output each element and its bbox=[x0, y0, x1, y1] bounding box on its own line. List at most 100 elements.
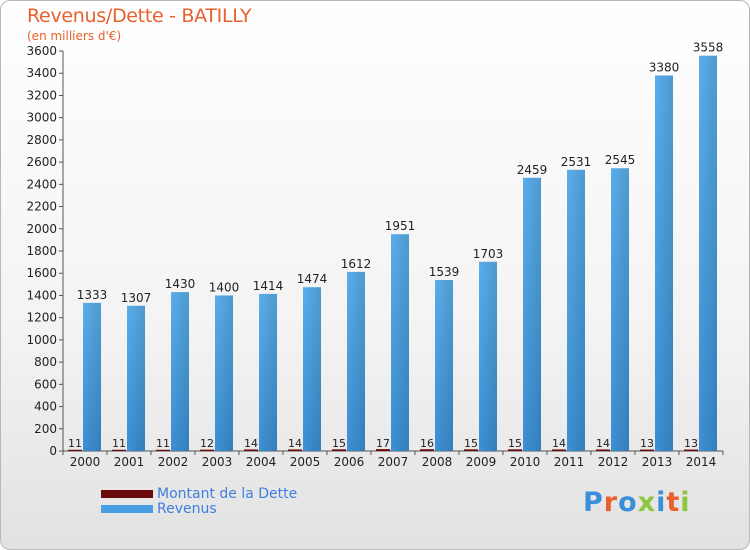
data-label-revenus: 2545 bbox=[605, 153, 636, 167]
x-tick-label: 2002 bbox=[158, 455, 189, 469]
y-tick-label: 3600 bbox=[26, 44, 57, 58]
y-tick-label: 3200 bbox=[26, 88, 57, 102]
bar-dette bbox=[684, 449, 698, 451]
y-tick-label: 3400 bbox=[26, 66, 57, 80]
x-tick-label: 2000 bbox=[70, 455, 101, 469]
bar-dette bbox=[68, 449, 82, 451]
data-label-dette: 11 bbox=[112, 437, 126, 450]
data-label-revenus: 2531 bbox=[561, 155, 592, 169]
x-tick-label: 2005 bbox=[290, 455, 321, 469]
data-label-revenus: 1703 bbox=[473, 247, 504, 261]
logo-letter: t bbox=[666, 487, 681, 518]
data-label-revenus: 2459 bbox=[517, 163, 548, 177]
y-tick-label: 2200 bbox=[26, 200, 57, 214]
y-tick-label: 1400 bbox=[26, 288, 57, 302]
x-tick-label: 2006 bbox=[334, 455, 365, 469]
x-tick-label: 2003 bbox=[202, 455, 233, 469]
bar-dette bbox=[464, 449, 478, 451]
y-tick-label: 400 bbox=[34, 400, 57, 414]
data-label-dette: 16 bbox=[420, 437, 434, 450]
logo-letter: x bbox=[637, 487, 657, 518]
bar-dette bbox=[596, 449, 610, 451]
bar-revenus-shade bbox=[479, 261, 497, 451]
data-label-revenus: 3558 bbox=[693, 41, 724, 55]
data-label-revenus: 1333 bbox=[77, 288, 108, 302]
y-tick-label: 1000 bbox=[26, 333, 57, 347]
data-label-dette: 13 bbox=[640, 437, 654, 450]
x-tick-label: 2011 bbox=[554, 455, 585, 469]
data-label-revenus: 3380 bbox=[649, 60, 680, 74]
data-label-dette: 11 bbox=[68, 437, 82, 450]
bar-revenus-shade bbox=[611, 168, 629, 451]
bar-revenus-shade bbox=[655, 75, 673, 451]
y-tick-label: 600 bbox=[34, 377, 57, 391]
legend-label-dette: Montant de la Dette bbox=[157, 486, 298, 502]
data-label-revenus: 1400 bbox=[209, 280, 240, 294]
x-tick-label: 2012 bbox=[598, 455, 629, 469]
y-tick-label: 0 bbox=[49, 444, 57, 458]
legend-swatch-dette bbox=[101, 490, 153, 498]
bar-dette bbox=[640, 449, 654, 451]
bar-revenus-shade bbox=[347, 271, 365, 451]
data-label-dette: 14 bbox=[244, 437, 258, 450]
x-tick-label: 2010 bbox=[510, 455, 541, 469]
y-tick-label: 2400 bbox=[26, 177, 57, 191]
bar-revenus-shade bbox=[259, 293, 277, 451]
bar-dette bbox=[552, 449, 566, 451]
bar-revenus-shade bbox=[171, 292, 189, 451]
data-label-dette: 17 bbox=[376, 437, 390, 450]
bar-dette bbox=[332, 449, 346, 451]
x-tick-label: 2007 bbox=[378, 455, 409, 469]
x-tick-label: 2013 bbox=[642, 455, 673, 469]
bar-revenus-shade bbox=[127, 305, 145, 451]
y-tick-label: 2000 bbox=[26, 222, 57, 236]
y-tick-label: 2800 bbox=[26, 133, 57, 147]
bar-revenus-shade bbox=[83, 302, 101, 451]
bar-revenus-shade bbox=[391, 234, 409, 451]
data-label-revenus: 1612 bbox=[341, 257, 372, 271]
bar-dette bbox=[420, 449, 434, 451]
logo-letter: i bbox=[680, 487, 691, 518]
data-label-revenus: 1430 bbox=[165, 277, 196, 291]
data-label-revenus: 1539 bbox=[429, 265, 460, 279]
logo-letter: r bbox=[603, 487, 619, 518]
data-label-revenus: 1307 bbox=[121, 291, 152, 305]
bar-dette bbox=[200, 449, 214, 451]
data-label-dette: 14 bbox=[596, 437, 610, 450]
bar-dette bbox=[288, 449, 302, 451]
legend-swatch-revenus bbox=[101, 505, 153, 513]
chart-title: Revenus/Dette - BATILLY bbox=[27, 5, 252, 27]
x-tick-label: 2004 bbox=[246, 455, 277, 469]
logo-letter: i bbox=[656, 487, 667, 518]
y-tick-label: 1800 bbox=[26, 244, 57, 258]
data-label-revenus: 1951 bbox=[385, 219, 416, 233]
data-label-dette: 15 bbox=[508, 437, 522, 450]
y-tick-label: 800 bbox=[34, 355, 57, 369]
data-label-revenus: 1474 bbox=[297, 272, 328, 286]
bar-revenus-shade bbox=[215, 295, 233, 451]
bar-revenus-shade bbox=[303, 287, 321, 451]
bar-dette bbox=[244, 449, 258, 451]
data-label-dette: 14 bbox=[288, 437, 302, 450]
bar-dette bbox=[112, 449, 126, 451]
y-tick-label: 1600 bbox=[26, 266, 57, 280]
data-label-dette: 14 bbox=[552, 437, 566, 450]
logo-letter: o bbox=[618, 487, 638, 518]
data-label-dette: 15 bbox=[464, 437, 478, 450]
logo-letter: P bbox=[583, 487, 604, 518]
bar-revenus-shade bbox=[699, 55, 717, 452]
bar-dette bbox=[156, 449, 170, 451]
y-tick-label: 3000 bbox=[26, 111, 57, 125]
bar-dette bbox=[508, 449, 522, 451]
data-label-dette: 15 bbox=[332, 437, 346, 450]
data-label-dette: 13 bbox=[684, 437, 698, 450]
chart-subtitle: (en milliers d'€) bbox=[27, 29, 122, 43]
x-tick-label: 2001 bbox=[114, 455, 145, 469]
data-label-dette: 11 bbox=[156, 437, 170, 450]
bar-revenus-shade bbox=[567, 169, 585, 451]
data-label-revenus: 1414 bbox=[253, 279, 284, 293]
y-tick-label: 2600 bbox=[26, 155, 57, 169]
y-tick-label: 1200 bbox=[26, 311, 57, 325]
